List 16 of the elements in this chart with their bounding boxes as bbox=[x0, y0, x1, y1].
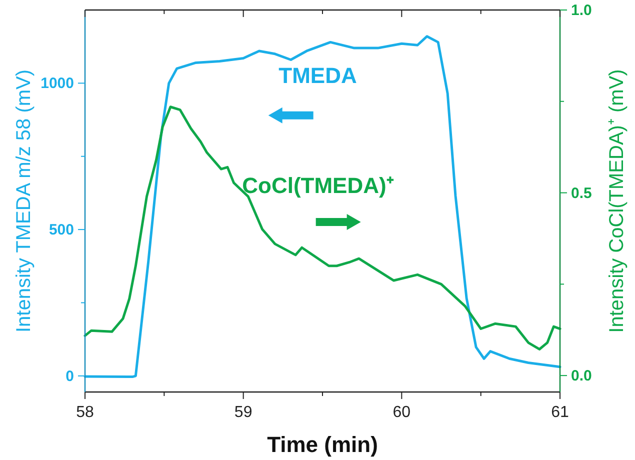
y-tick-label: 0 bbox=[66, 368, 74, 385]
line-series bbox=[84, 106, 562, 350]
y2-tick-label: 0.0 bbox=[571, 368, 592, 385]
annotation: CoCl(TMEDA)⁺ bbox=[242, 172, 394, 198]
x-tick-label: 60 bbox=[392, 404, 411, 421]
y-axis-title: Intensity TMEDA m/z 58 (mV) bbox=[13, 69, 35, 333]
y2-tick-label: 1.0 bbox=[571, 2, 592, 19]
annotation: TMEDA bbox=[278, 63, 357, 88]
y-tick-label: 500 bbox=[48, 222, 74, 239]
x-axis-title: Time (min) bbox=[267, 432, 378, 457]
y2-axis-title: Intensity CoCl(TMEDA)⁺ (mV) bbox=[606, 69, 628, 333]
x-tick-label: 58 bbox=[76, 404, 94, 421]
x-tick-label: 59 bbox=[234, 404, 252, 421]
y-tick-label: 1000 bbox=[40, 75, 74, 92]
x-tick-label: 61 bbox=[551, 404, 569, 421]
y2-tick-label: 0.5 bbox=[571, 184, 592, 202]
